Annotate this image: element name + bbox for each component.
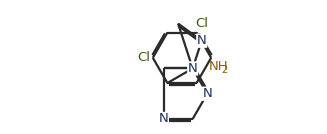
Text: Cl: Cl xyxy=(138,51,150,64)
Text: 2: 2 xyxy=(221,65,228,75)
Text: Cl: Cl xyxy=(195,17,208,30)
Text: N: N xyxy=(159,112,168,125)
Text: NH: NH xyxy=(209,60,228,74)
Text: N: N xyxy=(188,62,198,75)
Text: N: N xyxy=(197,34,207,47)
Text: N: N xyxy=(202,87,212,100)
